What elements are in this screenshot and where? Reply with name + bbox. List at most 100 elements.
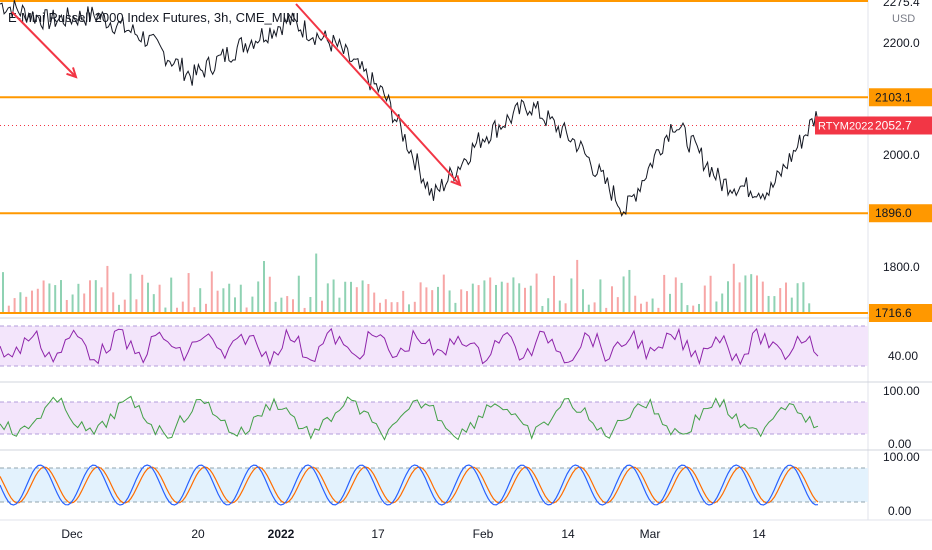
level-bottom-label-bg xyxy=(869,304,932,322)
volume-bar xyxy=(280,297,283,314)
volume-bar xyxy=(431,290,434,314)
osc-line xyxy=(0,395,819,441)
volume-bar xyxy=(756,275,758,314)
volume-bar xyxy=(779,288,782,314)
time-tick: Feb xyxy=(473,527,494,541)
volume-bar xyxy=(692,305,695,314)
volume-bar xyxy=(286,296,289,314)
volume-bar xyxy=(727,281,729,314)
volume-bar xyxy=(715,301,718,314)
volume-bar xyxy=(373,292,376,314)
volume-bar xyxy=(355,287,358,314)
volume-bar xyxy=(19,292,22,314)
volume-bar xyxy=(321,300,323,314)
volume-bar xyxy=(222,288,225,314)
volume-bar xyxy=(106,265,109,314)
volume-bar xyxy=(564,303,567,314)
volume-bar xyxy=(680,282,683,314)
volume-bar xyxy=(367,283,370,314)
volume-bar xyxy=(129,273,132,314)
volume-bar xyxy=(622,276,625,314)
volume-bar xyxy=(437,286,439,314)
volume-bar xyxy=(187,273,190,314)
volume-bar xyxy=(628,269,631,314)
volume-bar xyxy=(42,280,45,314)
level-bottom-label: 1716.6 xyxy=(875,306,912,320)
volume-bar xyxy=(425,287,428,314)
time-tick: 2022 xyxy=(268,527,295,541)
volume-bar xyxy=(268,276,271,314)
level-low-label-bg xyxy=(869,204,932,223)
volume-bar xyxy=(2,272,4,314)
volume-bar xyxy=(709,275,712,314)
volume-bar xyxy=(761,281,764,314)
trend-arrow-2 xyxy=(295,3,461,186)
volume-bar xyxy=(663,274,666,314)
volume-bar xyxy=(518,283,521,314)
volume-bar xyxy=(796,283,799,314)
volume-bar xyxy=(245,307,248,314)
stoch-k-line xyxy=(0,464,819,506)
osc-tick-0: 0.00 xyxy=(888,437,912,451)
volume-bar xyxy=(674,277,677,314)
volume-bar xyxy=(645,301,648,314)
volume-bar xyxy=(361,280,364,314)
volume-bar xyxy=(112,292,115,314)
volume-bar xyxy=(193,307,196,314)
volume-bar xyxy=(460,289,463,314)
volume-bar xyxy=(309,296,312,314)
volume-bar xyxy=(257,281,260,314)
volume-bar xyxy=(477,285,480,314)
volume-bar xyxy=(605,307,608,314)
volume-bar xyxy=(408,304,410,314)
volume-bar xyxy=(721,293,724,314)
price-line xyxy=(0,0,819,218)
symbol-tag: RTYM2022 xyxy=(818,120,873,132)
time-tick: Dec xyxy=(61,527,82,541)
volume-bar xyxy=(228,283,231,314)
volume-bar xyxy=(118,304,120,314)
volume-bar xyxy=(785,282,787,314)
volume-bar xyxy=(176,307,178,314)
volume-bar xyxy=(292,299,294,314)
volume-bar xyxy=(60,280,62,314)
volume-bar xyxy=(732,263,735,314)
volume-bar xyxy=(251,296,254,314)
volume-bar xyxy=(135,299,138,314)
volume-bar xyxy=(71,294,74,314)
volume-bar xyxy=(599,279,602,314)
volume-bar xyxy=(315,253,318,314)
volume-bar xyxy=(576,259,579,314)
volume-bar xyxy=(210,271,213,314)
volume-bar xyxy=(89,280,91,314)
volume-bar xyxy=(65,299,68,314)
volume-bar xyxy=(77,283,80,314)
volume-bar xyxy=(640,303,642,314)
price-tick: 2200.0 xyxy=(883,36,920,50)
currency-label: USD xyxy=(892,13,915,25)
level-high-label-bg xyxy=(869,88,932,107)
price-tick: 2000.0 xyxy=(883,148,920,162)
price-tick-top: 2275.4 xyxy=(883,0,920,9)
volume-bar xyxy=(466,291,468,314)
volume-bar xyxy=(808,303,811,314)
volume-bar xyxy=(495,284,497,314)
volume-bar xyxy=(239,284,242,314)
time-tick: 17 xyxy=(371,527,385,541)
volume-bar xyxy=(205,303,207,314)
volume-bar xyxy=(483,280,486,314)
volume-bar xyxy=(558,300,561,314)
volume-bar xyxy=(263,261,265,314)
stoch-tick-100: 100.00 xyxy=(883,450,920,464)
trend-arrow-1-head xyxy=(66,67,78,79)
time-tick: Mar xyxy=(640,527,661,541)
volume-bar xyxy=(471,283,474,314)
volume-bar xyxy=(390,302,393,314)
volume-bar xyxy=(181,301,184,314)
volume-bar xyxy=(535,273,538,314)
volume-bar xyxy=(616,297,619,314)
volume-bar xyxy=(570,278,573,314)
volume-bar xyxy=(686,305,689,314)
volume-bar xyxy=(94,280,97,314)
